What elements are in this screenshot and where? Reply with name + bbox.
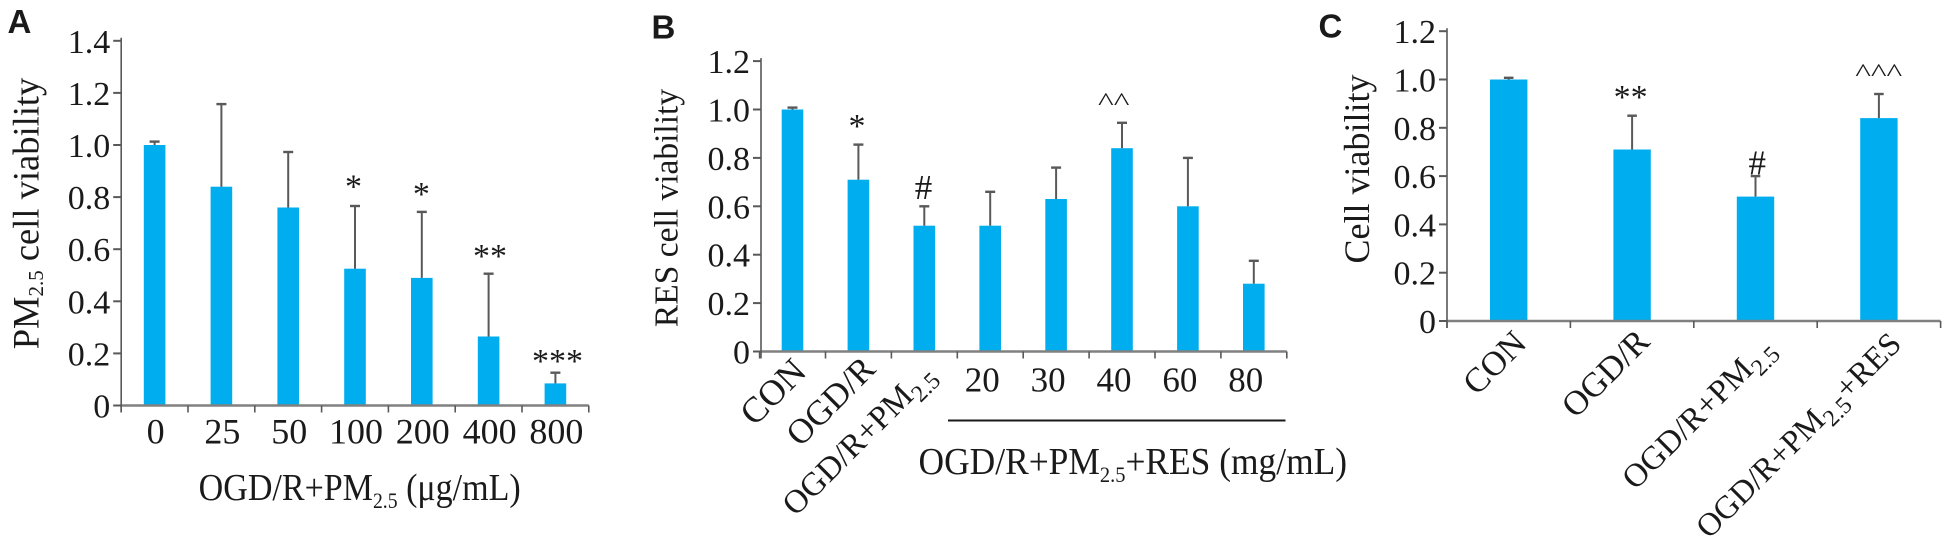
svg-text:*: * bbox=[345, 169, 362, 206]
svg-text:0.8: 0.8 bbox=[68, 180, 111, 217]
svg-text:0: 0 bbox=[147, 412, 165, 452]
svg-text:1.0: 1.0 bbox=[1394, 63, 1437, 100]
svg-text:1.2: 1.2 bbox=[708, 44, 751, 81]
svg-text:0.8: 0.8 bbox=[1394, 111, 1437, 148]
svg-text:0.6: 0.6 bbox=[1394, 159, 1437, 196]
svg-text:1.0: 1.0 bbox=[708, 93, 751, 130]
svg-text:0.4: 0.4 bbox=[68, 284, 111, 321]
svg-text:RES cell viability: RES cell viability bbox=[649, 89, 686, 327]
svg-text:#: # bbox=[1748, 143, 1766, 182]
svg-text:OGD/R+PM2.5 (μg/mL): OGD/R+PM2.5 (μg/mL) bbox=[199, 466, 521, 513]
svg-text:40: 40 bbox=[1097, 361, 1132, 400]
svg-text:80: 80 bbox=[1228, 361, 1263, 400]
svg-text:***: *** bbox=[532, 343, 583, 380]
svg-text:60: 60 bbox=[1162, 361, 1197, 400]
svg-text:0.6: 0.6 bbox=[68, 232, 111, 269]
svg-text:20: 20 bbox=[965, 361, 1000, 400]
svg-text:50: 50 bbox=[271, 412, 307, 452]
svg-text:0.2: 0.2 bbox=[68, 336, 111, 373]
svg-text:B: B bbox=[652, 8, 676, 45]
svg-text:^^: ^^ bbox=[1098, 87, 1129, 115]
svg-text:C: C bbox=[1319, 7, 1343, 44]
svg-text:1.0: 1.0 bbox=[68, 128, 111, 165]
svg-text:100: 100 bbox=[329, 412, 383, 452]
svg-text:Cell viability: Cell viability bbox=[1337, 75, 1377, 264]
svg-text:OGD/R+PM2.5+RES (mg/mL): OGD/R+PM2.5+RES (mg/mL) bbox=[919, 440, 1347, 487]
svg-text:0.8: 0.8 bbox=[708, 141, 751, 178]
svg-text:**: ** bbox=[473, 238, 507, 275]
svg-text:30: 30 bbox=[1031, 361, 1066, 400]
svg-text:0.2: 0.2 bbox=[1394, 256, 1437, 293]
svg-text:^^^: ^^^ bbox=[1855, 59, 1902, 87]
svg-text:400: 400 bbox=[463, 412, 517, 452]
svg-text:0: 0 bbox=[733, 335, 750, 372]
svg-text:200: 200 bbox=[396, 412, 450, 452]
svg-text:*: * bbox=[413, 176, 430, 213]
svg-text:1.4: 1.4 bbox=[68, 24, 111, 61]
svg-text:25: 25 bbox=[204, 412, 240, 452]
svg-text:#: # bbox=[915, 168, 933, 207]
svg-text:0: 0 bbox=[1419, 304, 1436, 341]
svg-text:0.2: 0.2 bbox=[708, 286, 751, 323]
svg-text:A: A bbox=[8, 3, 32, 40]
svg-text:PM2.5 cell viability: PM2.5 cell viability bbox=[6, 77, 49, 349]
svg-text:1.2: 1.2 bbox=[68, 76, 111, 113]
svg-text:*: * bbox=[849, 108, 866, 145]
svg-text:800: 800 bbox=[529, 412, 583, 452]
svg-text:0.4: 0.4 bbox=[708, 238, 751, 275]
svg-text:0.6: 0.6 bbox=[708, 189, 751, 226]
svg-text:0: 0 bbox=[93, 389, 110, 426]
svg-text:**: ** bbox=[1614, 79, 1648, 116]
svg-text:1.2: 1.2 bbox=[1394, 14, 1437, 51]
svg-text:0.4: 0.4 bbox=[1394, 207, 1437, 244]
